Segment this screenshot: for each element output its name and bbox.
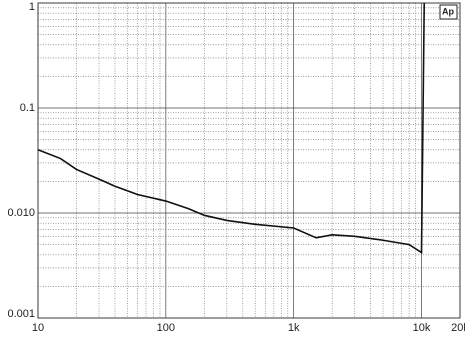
- logo-box: [439, 4, 458, 20]
- plot-frame: [37, 2, 461, 319]
- x-tick-label: 20k: [451, 322, 465, 334]
- y-tick-label: 0.001: [7, 308, 35, 320]
- logo: Ap: [442, 6, 454, 16]
- x-tick-label: 100: [157, 322, 175, 334]
- y-tick-label: 1: [29, 1, 35, 13]
- y-tick-label: 0.010: [7, 207, 35, 219]
- data-line: [37, 2, 426, 255]
- y-tick-label: 0.1: [20, 102, 35, 114]
- x-tick-label: 10k: [413, 322, 431, 334]
- x-tick-label: 1k: [288, 322, 300, 334]
- x-tick-label: 10: [32, 322, 44, 334]
